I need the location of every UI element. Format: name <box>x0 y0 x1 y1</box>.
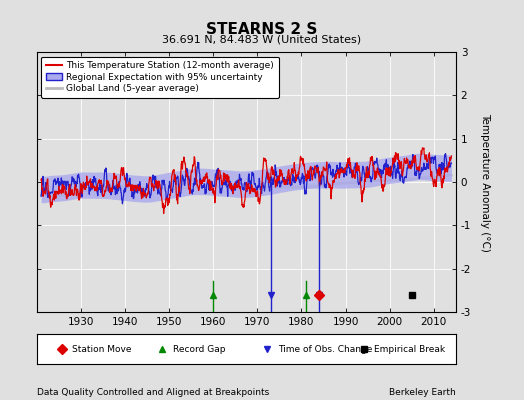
Text: Record Gap: Record Gap <box>173 344 225 354</box>
Y-axis label: Temperature Anomaly (°C): Temperature Anomaly (°C) <box>481 112 490 252</box>
Text: Empirical Break: Empirical Break <box>374 344 445 354</box>
Text: Station Move: Station Move <box>72 344 132 354</box>
Text: Time of Obs. Change: Time of Obs. Change <box>278 344 372 354</box>
Text: Berkeley Earth: Berkeley Earth <box>389 388 456 397</box>
Text: 36.691 N, 84.483 W (United States): 36.691 N, 84.483 W (United States) <box>162 34 362 44</box>
Legend: This Temperature Station (12-month average), Regional Expectation with 95% uncer: This Temperature Station (12-month avera… <box>41 56 279 98</box>
Text: STEARNS 2 S: STEARNS 2 S <box>206 22 318 37</box>
Text: Data Quality Controlled and Aligned at Breakpoints: Data Quality Controlled and Aligned at B… <box>37 388 269 397</box>
